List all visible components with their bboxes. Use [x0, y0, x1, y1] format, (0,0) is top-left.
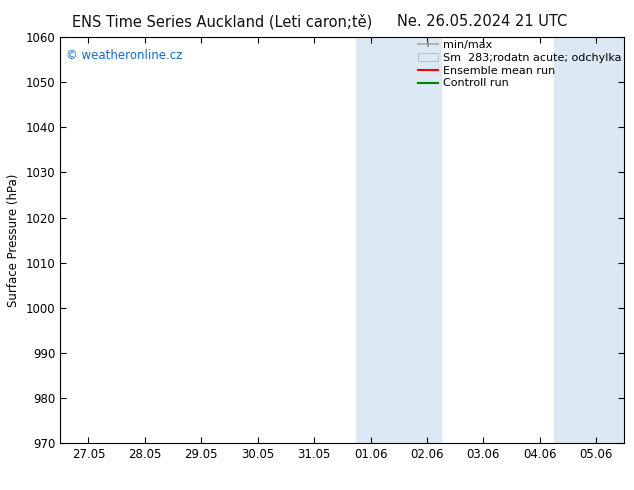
Y-axis label: Surface Pressure (hPa): Surface Pressure (hPa)	[7, 173, 20, 307]
Legend: min/max, Sm  283;rodatn acute; odchylka, Ensemble mean run, Controll run: min/max, Sm 283;rodatn acute; odchylka, …	[416, 38, 623, 91]
Text: Ne. 26.05.2024 21 UTC: Ne. 26.05.2024 21 UTC	[397, 14, 567, 29]
Text: © weatheronline.cz: © weatheronline.cz	[66, 49, 182, 62]
Text: ENS Time Series Auckland (Leti caron;tě): ENS Time Series Auckland (Leti caron;tě)	[72, 14, 372, 29]
Bar	[554, 37, 624, 443]
Bar	[356, 37, 441, 443]
